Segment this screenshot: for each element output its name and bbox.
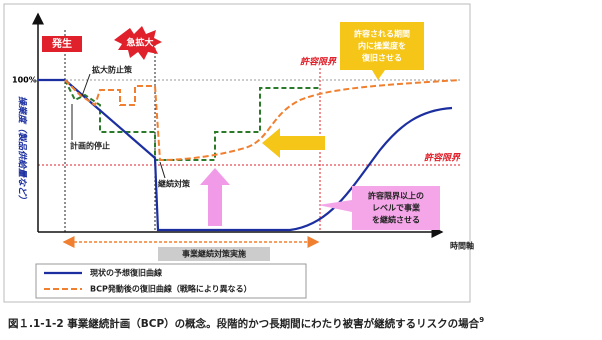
bcp-curve (64, 79, 461, 162)
escalation: 急拡大 (126, 37, 153, 49)
pointer (159, 161, 166, 179)
expansion-prevention: 拡大防止策 (92, 65, 133, 75)
level-100: 100% (12, 76, 37, 85)
yellow-arrow (262, 128, 325, 158)
callout-line: 許容限界以上の (368, 191, 424, 201)
continuity-measures: 継続対策 (158, 179, 191, 189)
current-curve (38, 78, 453, 232)
escalation-burst (114, 26, 162, 60)
tolerance-limit-level: 許容限界 (424, 153, 461, 164)
implementation-box (158, 247, 270, 261)
callout-line: を継続させる (372, 215, 420, 225)
occurrence-box (42, 36, 82, 52)
pink-callout-box (318, 186, 440, 230)
pink-arrow (200, 168, 230, 226)
caption-text: 図１.1-1-2 事業継続計画（BCP）の概念。段階的かつ長期間にわたり被害が継… (8, 317, 480, 330)
pointer (81, 73, 91, 97)
callout-line: レベルで事業 (372, 203, 421, 213)
implementation: 事業継続対策実施 (182, 249, 246, 259)
callout-line: 内に操業度を (358, 41, 406, 51)
y-axis-label: 操業度（製品供給量など） (17, 96, 28, 204)
callout-line: 復旧させる (361, 53, 402, 63)
green-curve (64, 79, 320, 161)
legend-label: BCP発動後の復旧曲線（戦略により異なる） (90, 284, 252, 294)
yellow-callout-box (340, 22, 424, 80)
occurrence: 発生 (51, 37, 72, 50)
callout-line: 許容される期間 (354, 29, 410, 39)
legend-label: 現状の予想復旧曲線 (90, 268, 162, 278)
caption-note: 9 (479, 316, 484, 324)
tolerance-limit-time: 許容限界 (300, 57, 337, 68)
caption: 図１.1-1-2 事業継続計画（BCP）の概念。段階的かつ長期間にわたり被害が継… (8, 316, 484, 330)
planned-stop: 計画的停止 (70, 141, 110, 151)
legend-box (35, 263, 307, 299)
x-axis-label: 時間軸 (450, 241, 474, 251)
